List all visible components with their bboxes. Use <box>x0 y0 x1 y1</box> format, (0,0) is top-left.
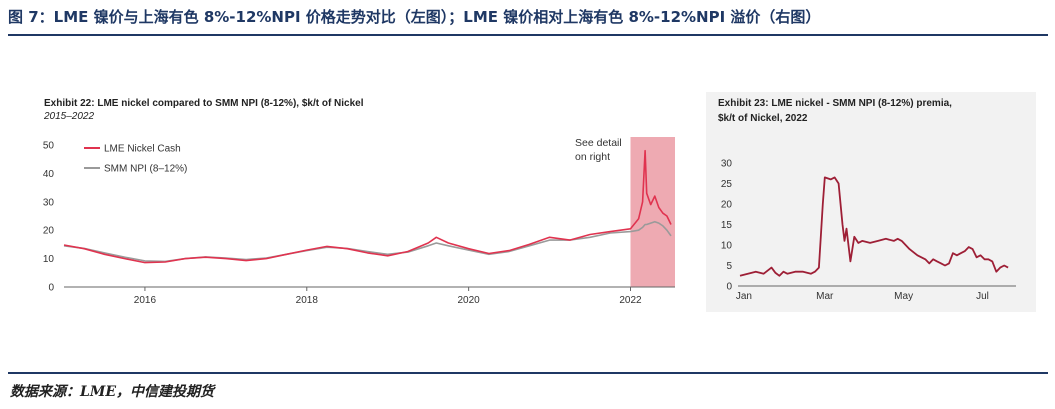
y-tick-label: 20 <box>721 200 733 211</box>
x-tick-label: 2016 <box>134 295 157 306</box>
x-tick-label: Mar <box>816 291 834 302</box>
annotation-see-detail: on right <box>575 151 610 163</box>
series-line-lme-nickel <box>63 149 672 264</box>
source-note: 数据来源：LME，中信建投期货 <box>10 384 215 400</box>
highlight-region-2022 <box>630 137 675 287</box>
y-tick-label: 10 <box>43 254 55 265</box>
chart-lme-vs-npi: Exhibit 22: LME nickel compared to SMM N… <box>43 98 675 306</box>
y-tick-label: 25 <box>721 179 733 190</box>
y-tick-label: 5 <box>726 261 732 272</box>
y-tick-label: 0 <box>48 283 54 294</box>
legend-label-npi: SMM NPI (8–12%) <box>104 164 187 175</box>
series-line-premia <box>739 176 1009 277</box>
x-tick-label: 2022 <box>619 295 642 306</box>
chart-left-title: Exhibit 22: LME nickel compared to SMM N… <box>44 98 364 109</box>
y-tick-label: 20 <box>43 226 55 237</box>
legend-label-lme: LME Nickel Cash <box>104 144 181 155</box>
series-line-smm-npi <box>63 220 672 263</box>
y-tick-label: 30 <box>721 159 733 170</box>
x-tick-label: May <box>894 291 913 302</box>
source-rule <box>8 372 1048 374</box>
y-tick-label: 50 <box>43 141 55 152</box>
chart-right-subtitle: $k/t of Nickel, 2022 <box>718 113 808 124</box>
title-rule <box>8 34 1048 36</box>
y-tick-label: 10 <box>721 241 733 252</box>
annotation-see-detail: See detail <box>575 137 622 149</box>
y-tick-label: 15 <box>721 220 733 231</box>
x-tick-label: Jul <box>976 291 989 302</box>
y-tick-label: 40 <box>43 169 55 180</box>
chart-premia: Exhibit 23: LME nickel - SMM NPI (8-12%)… <box>706 92 1036 312</box>
chart-left-subtitle: 2015–2022 <box>43 111 94 122</box>
x-tick-label: 2018 <box>296 295 319 306</box>
y-tick-label: 30 <box>43 197 55 208</box>
figure-title: 图 7：LME 镍价与上海有色 8%-12%NPI 价格走势对比（左图）；LME… <box>8 8 821 26</box>
x-tick-label: Jan <box>736 291 752 302</box>
x-tick-label: 2020 <box>458 295 481 306</box>
premia-panel-background <box>706 92 1036 312</box>
y-tick-label: 0 <box>726 282 732 293</box>
chart-right-title: Exhibit 23: LME nickel - SMM NPI (8-12%)… <box>718 98 952 109</box>
